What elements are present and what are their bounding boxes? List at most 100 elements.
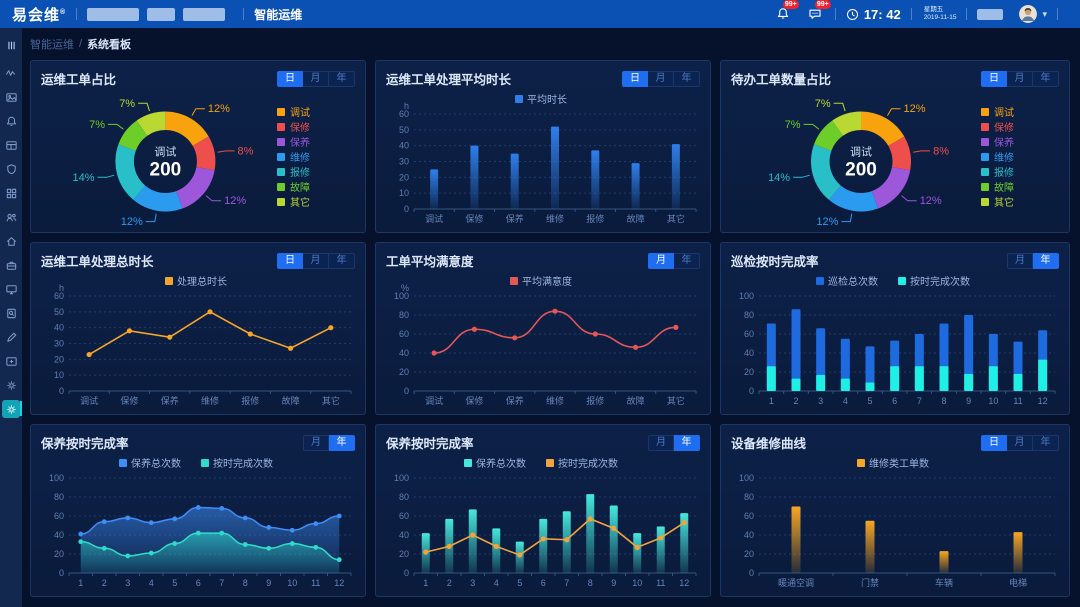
svg-text:巡检总次数: 巡检总次数 bbox=[828, 275, 878, 288]
svg-text:调试: 调试 bbox=[425, 213, 443, 224]
tab-日[interactable]: 日 bbox=[981, 434, 1007, 451]
panel-title: 工单平均满意度 bbox=[386, 255, 474, 269]
svg-text:20: 20 bbox=[744, 549, 754, 559]
bell-icon bbox=[6, 116, 16, 126]
sidebar-item-pen[interactable] bbox=[0, 325, 22, 349]
tab-年[interactable]: 年 bbox=[1033, 70, 1059, 87]
chevron-down-icon[interactable]: ▾ bbox=[1042, 8, 1047, 19]
tab-月[interactable]: 月 bbox=[303, 434, 329, 451]
panel-title: 保养按时完成率 bbox=[386, 437, 474, 451]
sidebar-item-gear-active[interactable] bbox=[0, 397, 22, 421]
svg-text:3: 3 bbox=[470, 578, 475, 588]
svg-text:报修: 报修 bbox=[994, 166, 1014, 179]
svg-text:其它: 其它 bbox=[667, 395, 685, 406]
svg-text:其它: 其它 bbox=[667, 213, 685, 224]
tab-年[interactable]: 年 bbox=[674, 70, 700, 87]
panel-title: 保养按时完成率 bbox=[41, 437, 129, 451]
notifications-button[interactable]: 99+ bbox=[773, 0, 799, 24]
sidebar-item-table[interactable] bbox=[0, 133, 22, 157]
svg-text:调试: 调试 bbox=[154, 146, 176, 159]
divider bbox=[76, 8, 78, 20]
svg-text:80: 80 bbox=[744, 492, 754, 502]
svg-text:维修类工单数: 维修类工单数 bbox=[869, 457, 929, 470]
svg-text:7%: 7% bbox=[119, 98, 135, 110]
sidebar-item-apps[interactable] bbox=[0, 181, 22, 205]
gallery-icon bbox=[5, 92, 17, 102]
svg-text:保养总次数: 保养总次数 bbox=[476, 457, 526, 470]
tab-月[interactable]: 月 bbox=[1007, 70, 1033, 87]
chart-pending-order-ratio: 12% 8% 12% 12% 14% 7% 7% 调试 200 调试 保修 保养 维修 报修 故障 其它 bbox=[725, 90, 1065, 229]
activity-icon bbox=[5, 69, 15, 76]
sidebar-item-gear[interactable] bbox=[0, 373, 22, 397]
svg-text:20: 20 bbox=[744, 367, 754, 377]
svg-text:9: 9 bbox=[966, 396, 971, 406]
tab-月[interactable]: 月 bbox=[303, 252, 329, 269]
sidebar-item-team[interactable] bbox=[0, 205, 22, 229]
svg-text:100: 100 bbox=[49, 473, 64, 483]
panel-total-handle-duration: 运维工单处理总时长 日月年 处理总时长 0 10 20 30 40 50 60 h 调试 保修 保养 维修… bbox=[30, 242, 366, 415]
monitor-icon bbox=[5, 284, 17, 294]
sidebar-item-gallery[interactable] bbox=[0, 85, 22, 109]
sidebar-item-briefcase[interactable] bbox=[0, 253, 22, 277]
svg-text:10: 10 bbox=[54, 370, 64, 380]
svg-text:按时完成次数: 按时完成次数 bbox=[558, 457, 618, 470]
svg-text:11: 11 bbox=[1013, 396, 1022, 406]
svg-text:车辆: 车辆 bbox=[935, 577, 953, 588]
time-range-tabs: 月年 bbox=[1007, 252, 1059, 269]
time-range-tabs: 日月年 bbox=[277, 252, 355, 269]
svg-text:7: 7 bbox=[219, 578, 224, 588]
tab-日[interactable]: 日 bbox=[277, 70, 303, 87]
svg-text:调试: 调试 bbox=[290, 106, 310, 119]
sidebar-item-bell[interactable] bbox=[0, 109, 22, 133]
svg-text:20: 20 bbox=[54, 354, 64, 364]
tab-年[interactable]: 年 bbox=[674, 252, 700, 269]
panel-title: 巡检按时完成率 bbox=[731, 255, 819, 269]
svg-text:7: 7 bbox=[564, 578, 569, 588]
tab-日[interactable]: 日 bbox=[277, 252, 303, 269]
chart-ops-order-ratio: 12% 8% 12% 12% 14% 7% 7% 调试 200 调试 保修 保养 维修 报修 故障 其它 bbox=[35, 90, 361, 229]
tab-月[interactable]: 月 bbox=[648, 434, 674, 451]
svg-text:调试: 调试 bbox=[994, 106, 1014, 119]
svg-text:按时完成次数: 按时完成次数 bbox=[213, 457, 273, 470]
nav-label[interactable]: 智能运维 bbox=[254, 7, 303, 22]
menu-toggle-button[interactable] bbox=[0, 33, 22, 57]
sidebar-item-doc-search[interactable] bbox=[0, 301, 22, 325]
pen-icon bbox=[6, 332, 16, 342]
tab-年[interactable]: 年 bbox=[329, 434, 355, 451]
svg-text:7: 7 bbox=[917, 396, 922, 406]
sidebar-item-monitor[interactable] bbox=[0, 277, 22, 301]
tab-月[interactable]: 月 bbox=[1007, 252, 1033, 269]
svg-text:60: 60 bbox=[744, 511, 754, 521]
messages-button[interactable]: 99+ bbox=[805, 0, 831, 24]
tab-月[interactable]: 月 bbox=[1007, 434, 1033, 451]
tab-月[interactable]: 月 bbox=[648, 252, 674, 269]
sidebar-item-home[interactable] bbox=[0, 229, 22, 253]
sidebar-item-activity[interactable] bbox=[0, 61, 22, 85]
svg-text:60: 60 bbox=[744, 329, 754, 339]
tab-年[interactable]: 年 bbox=[674, 434, 700, 451]
breadcrumb-parent[interactable]: 智能运维 bbox=[30, 39, 74, 51]
clock-time: 17: 42 bbox=[863, 6, 901, 22]
tab-月[interactable]: 月 bbox=[303, 70, 329, 87]
home-icon bbox=[6, 236, 16, 246]
svg-text:0: 0 bbox=[749, 568, 754, 578]
svg-text:40: 40 bbox=[54, 323, 64, 333]
tab-年[interactable]: 年 bbox=[1033, 434, 1059, 451]
tab-年[interactable]: 年 bbox=[1033, 252, 1059, 269]
tab-日[interactable]: 日 bbox=[981, 70, 1007, 87]
svg-text:2: 2 bbox=[102, 578, 107, 588]
sidebar-item-shield[interactable] bbox=[0, 157, 22, 181]
redacted-text bbox=[977, 8, 1004, 20]
svg-text:12%: 12% bbox=[208, 103, 230, 115]
tab-月[interactable]: 月 bbox=[648, 70, 674, 87]
tab-日[interactable]: 日 bbox=[622, 70, 648, 87]
sidebar-item-card[interactable] bbox=[0, 349, 22, 373]
chart-maintenance-ontime-area: 保养总次数 按时完成次数 0 20 40 60 80 100 1 2 3 4 5 6 7 8 9 10 11 12 bbox=[35, 454, 361, 593]
svg-text:9: 9 bbox=[266, 578, 271, 588]
tab-年[interactable]: 年 bbox=[329, 70, 355, 87]
svg-text:10: 10 bbox=[287, 578, 297, 588]
svg-text:60: 60 bbox=[399, 109, 409, 119]
team-icon bbox=[6, 213, 16, 221]
tab-年[interactable]: 年 bbox=[329, 252, 355, 269]
user-avatar[interactable] bbox=[1019, 5, 1038, 23]
